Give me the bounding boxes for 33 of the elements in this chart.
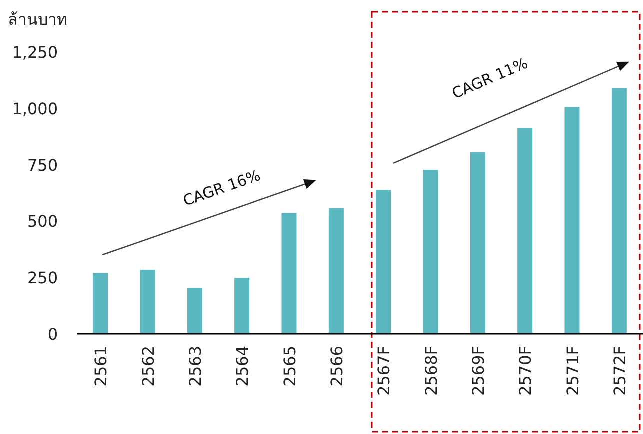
x-tick-label: 2565 [280,346,300,387]
x-tick-label: 2562 [138,346,158,387]
bar [470,152,486,334]
y-tick-label: 250 [27,268,58,288]
y-tick-label: 750 [27,156,58,175]
x-tick-label: 2567F [374,346,394,396]
bar [140,270,156,334]
x-tick-label: 2570F [516,346,536,396]
bar [612,88,627,334]
bar [518,128,533,334]
y-tick-label: 1,000 [12,99,58,118]
bar [564,107,580,334]
y-axis-title: ล้านบาท [8,10,68,29]
x-tick-label: 2569F [468,346,488,396]
x-tick-label: 2571F [563,346,582,396]
y-tick-label: 500 [27,212,58,232]
x-tick-label: 2561 [92,346,111,387]
bar [93,273,108,334]
bar [187,288,202,334]
annotation: CAGR 11% [450,54,531,103]
bar [234,278,250,334]
x-tick-label: 2564 [233,346,252,387]
bar [282,213,297,334]
x-tick-label: 2568F [422,346,441,396]
annotation: CAGR 16% [180,166,263,210]
y-tick-label: 1,250 [12,43,58,62]
x-tick-label: 2566 [327,346,346,387]
x-tick-label: 2572F [610,346,630,396]
bar [376,190,392,334]
x-tick-label: 2563 [186,346,205,387]
bar [328,208,344,334]
bar [423,170,438,334]
y-tick-label: 0 [48,325,58,344]
